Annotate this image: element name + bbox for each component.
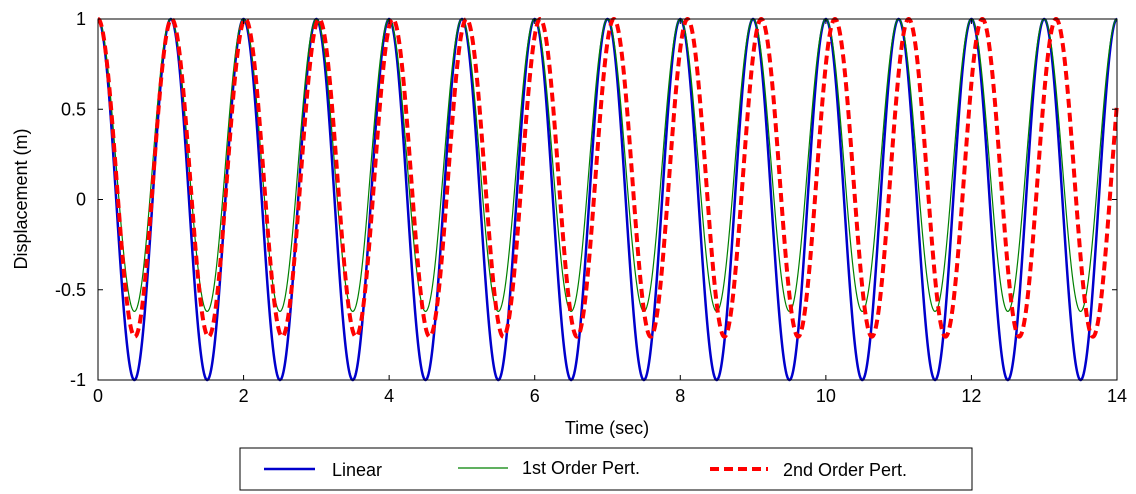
- y-tick-label: -1: [70, 370, 86, 390]
- plot-area: [98, 19, 1117, 380]
- legend-label-linear: Linear: [332, 460, 382, 480]
- x-axis-label: Time (sec): [565, 418, 649, 438]
- legend: Linear 1st Order Pert. 2nd Order Pert.: [239, 447, 973, 491]
- y-tick-label: 1: [76, 9, 86, 29]
- x-tick-label: 14: [1107, 386, 1127, 406]
- x-tick-label: 6: [530, 386, 540, 406]
- y-tick-label: -0.5: [55, 280, 86, 300]
- tick-layer: 0 2 4 6 8 10 12 14 -1 -0.5 0 0.5 1: [55, 9, 1127, 406]
- series-line-2nd-order-pert: [96, 17, 1119, 339]
- y-axis-label: Displacement (m): [11, 128, 31, 269]
- y-tick-label: 0.5: [61, 99, 86, 119]
- legend-label-first-order: 1st Order Pert.: [522, 458, 640, 478]
- x-tick-label: 12: [961, 386, 981, 406]
- x-tick-label: 10: [816, 386, 836, 406]
- y-tick-label: 0: [76, 190, 86, 210]
- legend-box: [239, 447, 973, 491]
- x-tick-label: 4: [384, 386, 394, 406]
- legend-label-second-order: 2nd Order Pert.: [783, 460, 907, 480]
- x-tick-label: 8: [675, 386, 685, 406]
- x-tick-label: 2: [239, 386, 249, 406]
- x-tick-label: 0: [93, 386, 103, 406]
